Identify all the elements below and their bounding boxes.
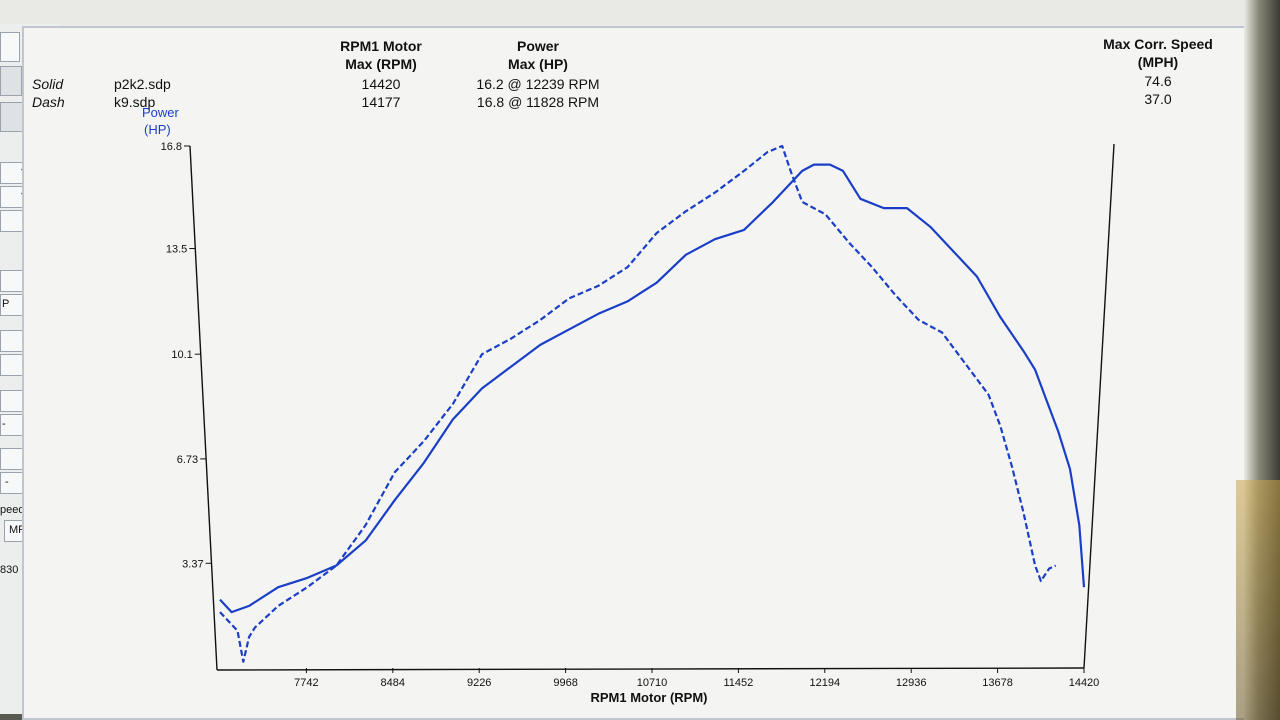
rpm-column-title: RPM1 Motor: [340, 38, 422, 54]
sidebar-short-value: -: [2, 418, 6, 430]
max-power-dash: 16.8 @ 11828 RPM: [476, 94, 600, 110]
x-axis-line: [216, 667, 1085, 671]
legend-file-dash: k9.sdp: [114, 94, 156, 110]
legend-style-solid: Solid: [32, 76, 64, 92]
x-tick-label: 13678: [982, 677, 1013, 689]
y-tick-label: 3.37: [182, 558, 203, 570]
legend-file-solid: p2k2.sdp: [114, 76, 171, 92]
y-tick-label: 16.8: [161, 141, 182, 153]
x-tick-label: 10710: [637, 677, 668, 689]
window-titlebar: ×: [0, 0, 1280, 28]
y-tick-label: 13.5: [166, 244, 187, 256]
speed-column-subtitle: (MPH): [1137, 54, 1179, 70]
y-axis-line: [189, 145, 218, 671]
speed-column-title: Max Corr. Speed: [1103, 36, 1213, 52]
max-power-solid: 16.2 @ 12239 RPM: [476, 76, 600, 92]
right-axis-line: [1083, 143, 1115, 669]
graph-panel: Solid Dash p2k2.sdp k9.sdp RPM1 Motor Ma…: [22, 26, 1248, 720]
x-axis-title: RPM1 Motor (RPM): [591, 690, 708, 705]
legend-style-dash: Dash: [32, 94, 65, 110]
power-chart: 16.8 13.5 10.1 6.73 3.37 7742 8484 9226 9968 1071…: [161, 141, 1115, 705]
max-rpm-dash: 14177: [361, 94, 401, 110]
y-tick-label: 10.1: [171, 349, 192, 361]
y-tick-label: 6.73: [177, 454, 198, 466]
x-tick-label: 7742: [294, 677, 318, 689]
sidebar-box-1[interactable]: [0, 32, 20, 62]
x-tick-label: 11452: [724, 677, 754, 689]
x-tick-label: 12194: [810, 677, 841, 689]
max-speed-solid: 74.6: [1144, 73, 1172, 89]
rpm-column-subtitle: Max (RPM): [345, 56, 417, 72]
sidebar-short-value: P: [2, 298, 10, 310]
power-column-title: Power: [516, 38, 560, 54]
x-tick-label: 8484: [381, 677, 405, 689]
power-column-subtitle: Max (HP): [508, 56, 568, 72]
x-tick-label: 14420: [1069, 677, 1100, 689]
sidebar-short-value: -: [5, 476, 9, 488]
x-tick-label: 12936: [896, 677, 927, 689]
sidebar-box-3[interactable]: [0, 102, 24, 132]
max-rpm-solid: 14420: [361, 76, 401, 92]
x-tick-label: 9968: [553, 677, 577, 689]
sidebar-box-2[interactable]: [0, 66, 22, 96]
max-speed-dash: 37.0: [1144, 91, 1172, 107]
x-tick-label: 9226: [467, 677, 491, 689]
series-line-dash: [219, 144, 1057, 663]
y-axis-unit: (HP): [144, 122, 171, 137]
y-axis-title: Power: [142, 105, 179, 120]
background-object: [1236, 480, 1280, 720]
series-line-solid: [219, 163, 1086, 614]
